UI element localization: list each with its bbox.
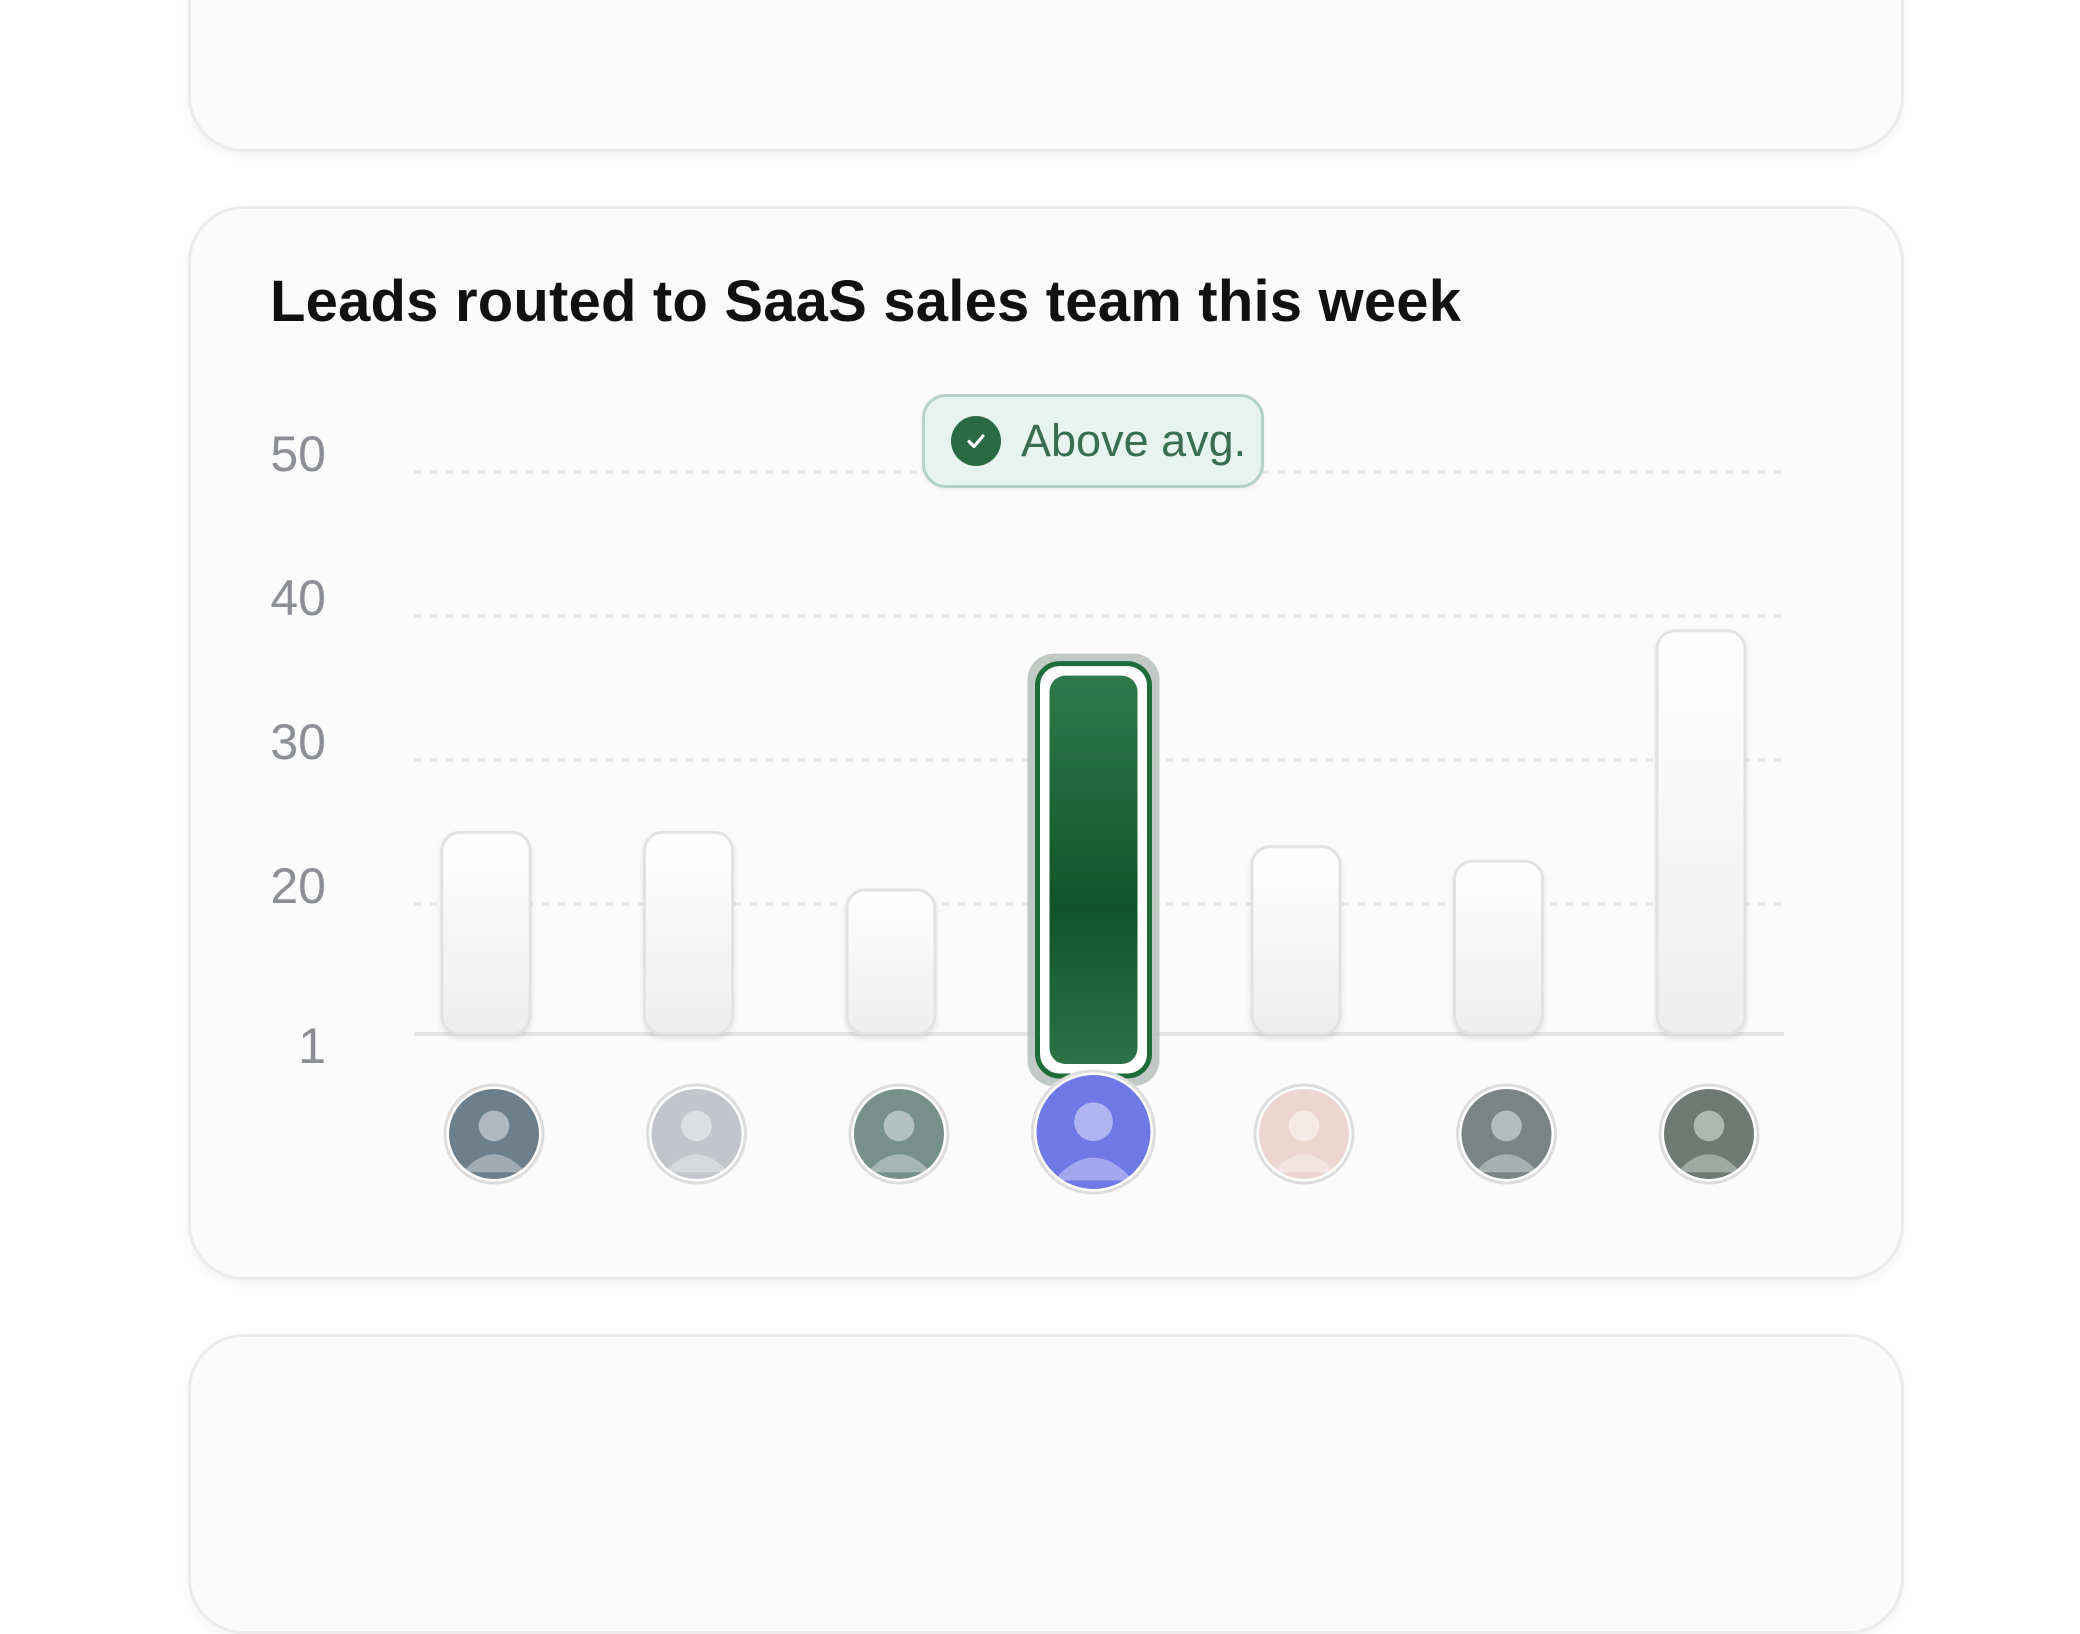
- avatar-woman-curly-icon[interactable]: [848, 1083, 950, 1185]
- avatar-person-blue-icon[interactable]: [1031, 1069, 1156, 1195]
- avatar-woman-phone-icon[interactable]: [646, 1083, 747, 1185]
- grid-layer: [414, 470, 1784, 1036]
- y-tick-label: 30: [270, 714, 326, 770]
- above-avg-badge: Above avg.: [922, 394, 1264, 488]
- card-bottom: [188, 1334, 1904, 1634]
- bar[interactable]: [845, 888, 937, 1036]
- y-tick-label: 50: [270, 426, 326, 482]
- y-tick-label: 1: [298, 1018, 326, 1074]
- avatar-man-glasses-icon[interactable]: [1658, 1083, 1760, 1185]
- avatar-man-smiling-icon[interactable]: [1253, 1083, 1355, 1185]
- bar-highlighted[interactable]: [1027, 653, 1160, 1086]
- y-tick-label: 40: [270, 570, 326, 626]
- avatar-man-beard-icon[interactable]: [443, 1083, 545, 1185]
- chart-title: Leads routed to SaaS sales team this wee…: [270, 269, 1462, 334]
- avatar-woman-dark-hair-icon[interactable]: [1456, 1083, 1557, 1185]
- bar-highlight-fill: [1049, 675, 1138, 1064]
- bar[interactable]: [643, 830, 734, 1036]
- bar-chart: 50 40 30 20 1: [270, 426, 1784, 1195]
- bar[interactable]: [1655, 629, 1747, 1036]
- bars: [440, 629, 1747, 1086]
- check-circle-icon: [951, 416, 1001, 466]
- bar[interactable]: [1250, 845, 1342, 1036]
- x-axis-avatars: [443, 1069, 1760, 1195]
- bar[interactable]: [440, 830, 532, 1036]
- y-axis: 50 40 30 20 1: [270, 426, 326, 1074]
- bar[interactable]: [1453, 859, 1544, 1036]
- badge-label: Above avg.: [1021, 415, 1247, 466]
- card-top: [188, 0, 1904, 152]
- y-tick-label: 20: [270, 858, 326, 914]
